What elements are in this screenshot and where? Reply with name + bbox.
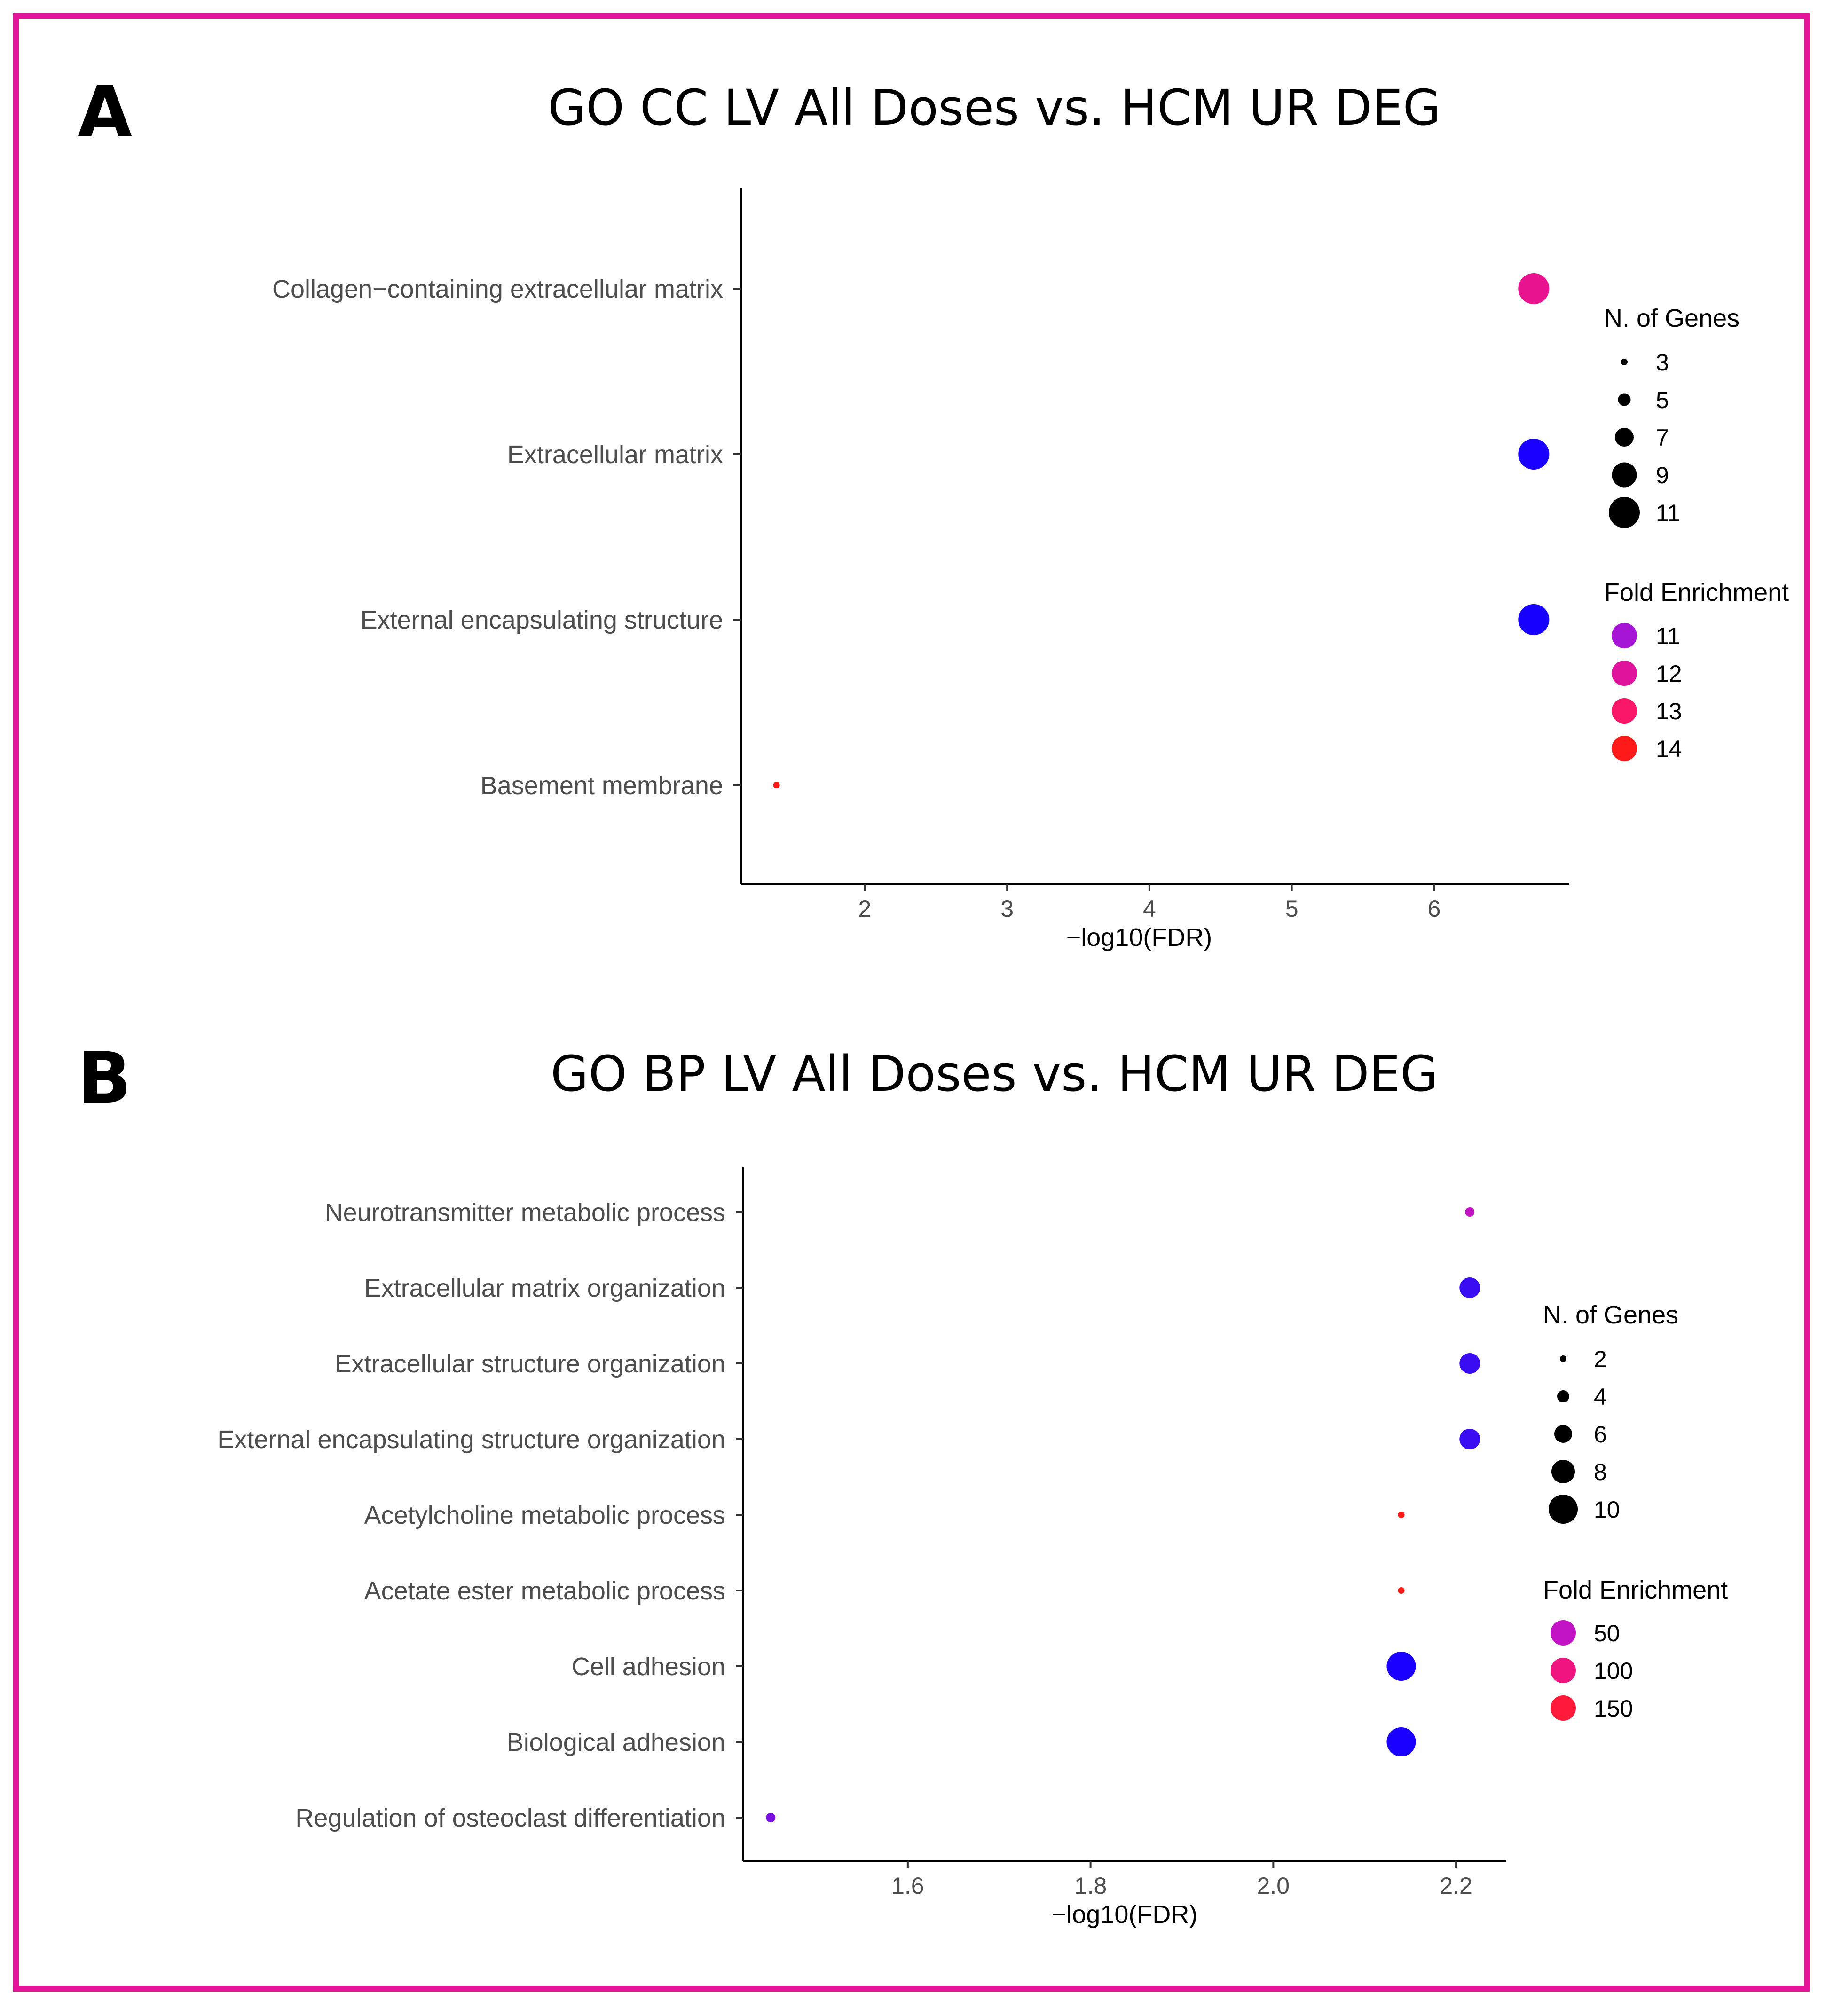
category-label: Acetate ester metabolic process — [364, 1577, 725, 1605]
data-point — [1465, 1207, 1475, 1217]
panel-a: A GO CC LV All Doses vs. HCM UR DEG −log… — [78, 71, 1789, 952]
size-legend-label: 11 — [1656, 500, 1680, 526]
data-point — [766, 1813, 776, 1822]
x-tick-label: 1.6 — [891, 1873, 924, 1899]
category-label: Neurotransmitter metabolic process — [325, 1198, 725, 1227]
color-legend-label: 100 — [1594, 1658, 1633, 1684]
x-tick-label: 1.8 — [1074, 1873, 1107, 1899]
category-label: Regulation of osteoclast differentiation — [295, 1804, 725, 1832]
panel-a-x-axis-title: −log10(FDR) — [1066, 923, 1212, 952]
color-legend-label: 13 — [1656, 698, 1682, 724]
size-legend-key — [1612, 462, 1637, 488]
category-label: Extracellular matrix — [507, 441, 723, 469]
size-legend-key — [1554, 1425, 1572, 1443]
data-point — [1459, 1277, 1480, 1298]
data-point — [1398, 1587, 1405, 1594]
data-point — [1518, 273, 1550, 304]
category-label: Collagen−containing extracellular matrix — [272, 275, 723, 303]
panel-b-letter: B — [78, 1038, 131, 1119]
x-tick-label: 3 — [1000, 896, 1014, 922]
data-point — [773, 782, 780, 788]
data-point — [1518, 439, 1550, 470]
color-legend-label: 50 — [1594, 1620, 1620, 1646]
data-point — [1518, 604, 1550, 635]
data-point — [1459, 1353, 1480, 1374]
size-legend-label: 3 — [1656, 349, 1669, 376]
category-label: Basement membrane — [480, 772, 723, 800]
panel-a-size-legend-title: N. of Genes — [1604, 304, 1740, 332]
category-label: Extracellular structure organization — [335, 1350, 725, 1378]
color-legend-label: 14 — [1656, 736, 1682, 762]
size-legend-key — [1609, 497, 1640, 528]
category-label: Extracellular matrix organization — [364, 1274, 725, 1302]
color-legend-key — [1612, 623, 1637, 648]
size-legend-key — [1615, 428, 1634, 447]
category-label: Cell adhesion — [572, 1653, 725, 1681]
size-legend-label: 4 — [1594, 1384, 1607, 1410]
size-legend-label: 8 — [1594, 1459, 1607, 1485]
panel-b-title: GO BP LV All Doses vs. HCM UR DEG — [551, 1045, 1438, 1102]
category-label: External encapsulating structure organiz… — [217, 1425, 725, 1454]
panel-b-size-legend-title: N. of Genes — [1543, 1301, 1678, 1329]
size-legend-label: 6 — [1594, 1421, 1607, 1448]
color-legend-label: 12 — [1656, 661, 1682, 687]
color-legend-key — [1612, 661, 1637, 686]
size-legend-key — [1560, 1355, 1566, 1362]
panel-a-letter: A — [78, 71, 132, 153]
panel-b-color-legend-title: Fold Enrichment — [1543, 1576, 1728, 1604]
size-legend-key — [1618, 393, 1631, 406]
size-legend-label: 10 — [1594, 1496, 1620, 1523]
data-point — [1459, 1429, 1480, 1449]
color-legend-key — [1551, 1695, 1576, 1721]
color-legend-key — [1551, 1658, 1576, 1683]
data-point — [1386, 1652, 1416, 1681]
size-legend-key — [1549, 1495, 1578, 1524]
panel-a-title: GO CC LV All Doses vs. HCM UR DEG — [548, 79, 1441, 136]
size-legend-label: 2 — [1594, 1346, 1607, 1372]
size-legend-label: 7 — [1656, 425, 1669, 451]
x-tick-label: 6 — [1427, 896, 1440, 922]
size-legend-label: 5 — [1656, 387, 1669, 413]
color-legend-label: 150 — [1594, 1695, 1633, 1722]
size-legend-key — [1557, 1390, 1569, 1402]
x-tick-label: 2.0 — [1257, 1873, 1290, 1899]
category-label: External encapsulating structure — [361, 606, 723, 634]
x-tick-label: 2 — [858, 896, 871, 922]
x-tick-label: 5 — [1285, 896, 1299, 922]
color-legend-label: 11 — [1656, 623, 1680, 649]
x-tick-label: 4 — [1143, 896, 1156, 922]
category-label: Biological adhesion — [507, 1728, 725, 1756]
data-point — [1398, 1512, 1405, 1518]
panel-b-x-axis-title: −log10(FDR) — [1052, 1900, 1198, 1929]
data-point — [1386, 1727, 1416, 1756]
size-legend-key — [1621, 359, 1628, 365]
color-legend-key — [1551, 1620, 1576, 1646]
category-label: Acetylcholine metabolic process — [364, 1501, 725, 1529]
size-legend-label: 9 — [1656, 462, 1669, 488]
panel-a-color-legend-title: Fold Enrichment — [1604, 578, 1789, 606]
figure-frame — [13, 13, 1810, 1992]
color-legend-key — [1612, 698, 1637, 724]
panel-b: B GO BP LV All Doses vs. HCM UR DEG −log… — [78, 1038, 1728, 1929]
size-legend-key — [1551, 1460, 1575, 1483]
x-tick-label: 2.2 — [1440, 1873, 1472, 1899]
color-legend-key — [1612, 736, 1637, 761]
